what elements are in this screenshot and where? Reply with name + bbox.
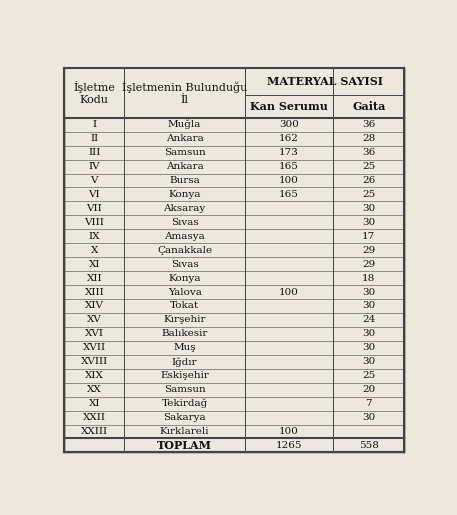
Text: 28: 28: [362, 134, 375, 143]
Text: 36: 36: [362, 120, 375, 129]
Text: XV: XV: [87, 315, 102, 324]
Text: Kırklareli: Kırklareli: [160, 427, 209, 436]
Text: 558: 558: [359, 441, 379, 450]
Text: XXIII: XXIII: [81, 427, 108, 436]
Bar: [245, 68, 404, 95]
Text: III: III: [88, 148, 101, 157]
Text: 26: 26: [362, 176, 375, 185]
Bar: [124, 68, 245, 118]
Text: XIX: XIX: [85, 371, 104, 380]
Text: 100: 100: [279, 427, 299, 436]
Text: Sıvas: Sıvas: [171, 218, 198, 227]
Text: Yalova: Yalova: [168, 287, 202, 297]
Text: XII: XII: [86, 273, 102, 283]
Text: XXII: XXII: [83, 413, 106, 422]
Text: Kan Serumu: Kan Serumu: [250, 101, 328, 112]
Text: 100: 100: [279, 287, 299, 297]
Text: 165: 165: [279, 190, 299, 199]
Text: Muğla: Muğla: [168, 120, 202, 129]
Text: Tekirdağ: Tekirdağ: [161, 399, 208, 408]
Text: Tokat: Tokat: [170, 301, 199, 311]
Text: 17: 17: [362, 232, 375, 241]
Text: 30: 30: [362, 344, 375, 352]
Text: IX: IX: [89, 232, 100, 241]
Text: Samsun: Samsun: [164, 385, 206, 394]
Text: Ankara: Ankara: [166, 162, 203, 171]
Text: Balıkesir: Balıkesir: [161, 330, 208, 338]
Text: 100: 100: [279, 176, 299, 185]
Text: 162: 162: [279, 134, 299, 143]
Text: 30: 30: [362, 287, 375, 297]
Text: Konya: Konya: [168, 273, 201, 283]
Text: 30: 30: [362, 413, 375, 422]
Text: 165: 165: [279, 162, 299, 171]
Text: Sakarya: Sakarya: [163, 413, 206, 422]
Text: 1265: 1265: [276, 441, 303, 450]
Text: 25: 25: [362, 371, 375, 380]
Text: 20: 20: [362, 385, 375, 394]
Text: XIV: XIV: [85, 301, 104, 311]
Bar: [334, 95, 404, 118]
Text: Aksaray: Aksaray: [164, 204, 206, 213]
Text: 7: 7: [366, 399, 372, 408]
Bar: [64, 68, 124, 118]
Text: Muş: Muş: [173, 344, 196, 352]
Text: TOPLAM: TOPLAM: [157, 440, 212, 451]
Text: Çanakkale: Çanakkale: [157, 246, 212, 255]
Text: XVII: XVII: [83, 344, 106, 352]
Text: Bursa: Bursa: [169, 176, 200, 185]
Text: 25: 25: [362, 190, 375, 199]
Text: 24: 24: [362, 315, 375, 324]
Text: 30: 30: [362, 357, 375, 366]
Text: Iğdır: Iğdır: [172, 357, 197, 367]
Text: Ankara: Ankara: [166, 134, 203, 143]
Text: 300: 300: [279, 120, 299, 129]
Text: İşletmenin Bulunduğu
İl: İşletmenin Bulunduğu İl: [122, 81, 247, 105]
Text: XX: XX: [87, 385, 102, 394]
Text: MATERYAL SAYISI: MATERYAL SAYISI: [266, 76, 383, 87]
Text: 36: 36: [362, 148, 375, 157]
Text: I: I: [92, 120, 96, 129]
Text: 30: 30: [362, 330, 375, 338]
Text: 18: 18: [362, 273, 375, 283]
Text: 30: 30: [362, 204, 375, 213]
Text: IV: IV: [89, 162, 100, 171]
Text: 30: 30: [362, 218, 375, 227]
Text: X: X: [90, 246, 98, 255]
Text: Sıvas: Sıvas: [171, 260, 198, 269]
Text: VI: VI: [89, 190, 100, 199]
Text: 29: 29: [362, 246, 375, 255]
Text: Kırşehir: Kırşehir: [164, 315, 206, 324]
Text: Konya: Konya: [168, 190, 201, 199]
Text: Gaita: Gaita: [352, 101, 386, 112]
Text: Samsun: Samsun: [164, 148, 206, 157]
Text: XI: XI: [89, 399, 100, 408]
Bar: [245, 95, 334, 118]
Text: XIII: XIII: [85, 287, 104, 297]
Text: VIII: VIII: [85, 218, 104, 227]
Text: Eskişehir: Eskişehir: [160, 371, 209, 380]
Text: 30: 30: [362, 301, 375, 311]
Text: 173: 173: [279, 148, 299, 157]
Text: İşletme
Kodu: İşletme Kodu: [74, 81, 115, 105]
Text: V: V: [90, 176, 98, 185]
Text: 25: 25: [362, 162, 375, 171]
Text: Amasya: Amasya: [164, 232, 205, 241]
Text: 29: 29: [362, 260, 375, 269]
Text: XVIII: XVIII: [81, 357, 108, 366]
Text: XVI: XVI: [85, 330, 104, 338]
Text: XI: XI: [89, 260, 100, 269]
Text: II: II: [90, 134, 98, 143]
Text: VII: VII: [86, 204, 102, 213]
